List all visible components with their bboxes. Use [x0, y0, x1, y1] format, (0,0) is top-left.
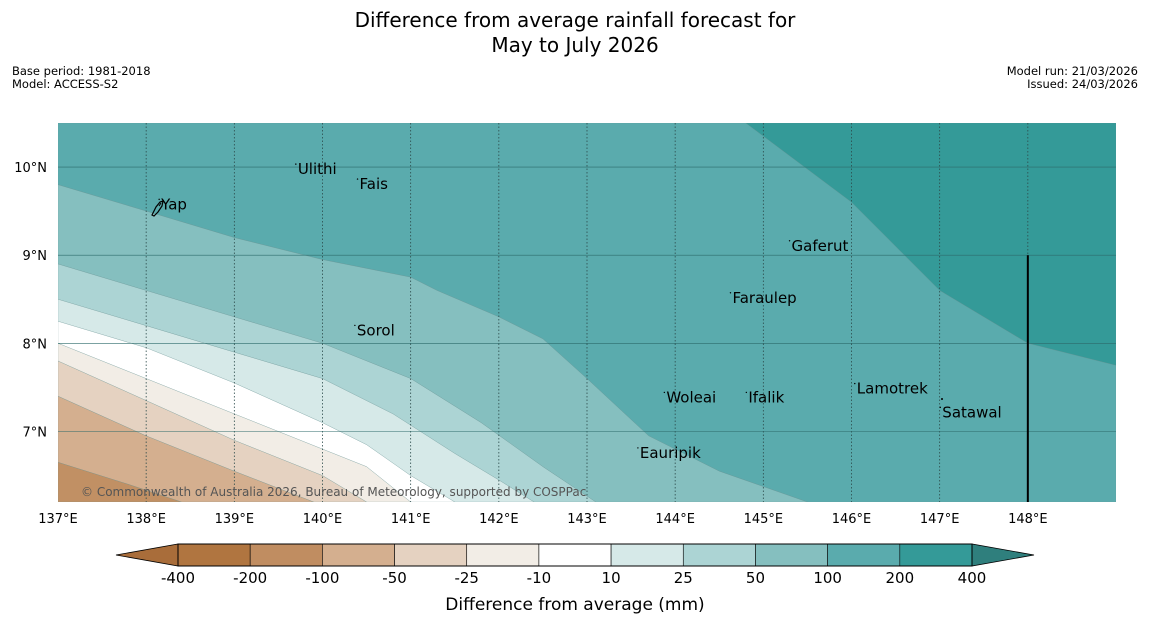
- place-label-fais: Fais: [360, 175, 389, 193]
- place-label-gaferut: Gaferut: [792, 237, 849, 255]
- place-label-lamotrek: Lamotrek: [857, 380, 928, 398]
- lon-tick-label: 143°E: [567, 512, 607, 527]
- lon-tick-label: 140°E: [303, 512, 343, 527]
- colorbar-segment: [538, 543, 612, 567]
- colorbar-segment: [394, 543, 468, 567]
- colorbar-segment: [755, 543, 828, 567]
- colorbar-segment: [322, 543, 395, 567]
- lon-tick-label: 142°E: [479, 512, 519, 527]
- place-marker: [745, 391, 748, 394]
- place-marker: [729, 292, 732, 294]
- colorbar-segment: [249, 543, 323, 567]
- copyright-credit: © Commonwealth of Australia 2026, Bureau…: [81, 485, 586, 499]
- colorbar-tick-label: 400: [958, 569, 987, 587]
- colorbar-segment: [682, 543, 756, 567]
- place-marker: [637, 447, 639, 449]
- colorbar-segment: [899, 543, 973, 567]
- colorbar-segment: [466, 543, 540, 567]
- lon-tick-label: 139°E: [215, 512, 255, 527]
- lon-tick-label: 147°E: [920, 512, 960, 527]
- place-label-eauripik: Eauripik: [640, 444, 701, 462]
- colorbar-segment: [827, 543, 901, 567]
- lat-tick-label: 7°N: [23, 425, 48, 440]
- lon-tick-label: 141°E: [391, 512, 431, 527]
- colorbar-tick-label: -50: [382, 569, 407, 587]
- colorbar-tick-label: 200: [885, 569, 914, 587]
- place-marker: [158, 198, 160, 201]
- place-label-ulithi: Ulithi: [298, 160, 337, 178]
- place-label-woleai: Woleai: [666, 388, 716, 406]
- latitude-labels: 10°N 9°N 8°N 7°N: [14, 161, 47, 440]
- colorbar-max-extension: [971, 543, 1035, 567]
- colorbar-frame: [177, 543, 973, 567]
- place-label-yap: Yap: [160, 195, 187, 213]
- place-label-sorol: Sorol: [357, 321, 395, 339]
- place-label-faraulep: Faraulep: [732, 289, 796, 307]
- colorbar-tick-label: -100: [305, 569, 339, 587]
- place-marker: [356, 178, 359, 180]
- colorbar: -400 -200 -100 -50 -25 -10 10 25 50 100 200 400: [115, 543, 1035, 587]
- place-marker: [854, 382, 856, 385]
- model-run: Model run: 21/03/2026: [1006, 64, 1138, 78]
- place-marker: [663, 391, 666, 394]
- colorbar-tick-label: -25: [454, 569, 479, 587]
- colorbar-tick-label: 10: [602, 569, 621, 587]
- place-label-ifalik: Ifalik: [748, 388, 784, 406]
- colorbar-min-extension: [115, 543, 179, 567]
- title-line-2: May to July 2026: [491, 33, 659, 57]
- lon-tick-label: 146°E: [832, 512, 872, 527]
- colorbar-tick-label: -10: [527, 569, 552, 587]
- place-marker: [295, 163, 297, 165]
- lat-tick-label: 9°N: [23, 249, 48, 264]
- lat-tick-label: 8°N: [23, 337, 48, 352]
- meta-right: Model run: 21/03/2026 Issued: 24/03/2026: [1007, 65, 1138, 91]
- place-label-satawal: Satawal: [942, 403, 1001, 421]
- model-name: Model: ACCESS-S2: [12, 77, 119, 91]
- colorbar-tick-label: 25: [674, 569, 693, 587]
- lat-tick-label: 10°N: [14, 161, 47, 176]
- colorbar-segment: [177, 543, 251, 567]
- base-period: Base period: 1981-2018: [12, 64, 151, 78]
- title-line-1: Difference from average rainfall forecas…: [354, 8, 796, 32]
- place-marker: [788, 240, 791, 242]
- lon-tick-label: 137°E: [38, 512, 78, 527]
- issued-date: Issued: 24/03/2026: [1027, 77, 1138, 91]
- colorbar-tick-label: 50: [746, 569, 765, 587]
- lon-tick-label: 145°E: [744, 512, 784, 527]
- longitude-labels: 137°E 138°E 139°E 140°E 141°E 142°E 143°E 144°E…: [38, 512, 1047, 527]
- graticule: [58, 123, 1116, 502]
- colorbar-tick-label: 100: [813, 569, 842, 587]
- place-marker: [354, 324, 356, 327]
- lon-tick-label: 144°E: [655, 512, 695, 527]
- contour-band-minus200: [58, 462, 182, 502]
- place-labels: Yap Ulithi Fais Gaferut Faraulep Sorol Woleai I…: [158, 160, 1002, 462]
- lon-tick-label: 138°E: [126, 512, 166, 527]
- colorbar-tick-label: -400: [161, 569, 195, 587]
- lon-tick-label: 148°E: [1008, 512, 1048, 527]
- yap-island-outline: [151, 200, 164, 217]
- islet-marker: [941, 398, 943, 400]
- colorbar-title: Difference from average (mm): [445, 595, 704, 615]
- colorbar-tick-label: -200: [233, 569, 267, 587]
- place-marker: [939, 406, 942, 409]
- colorbar-segment: [610, 543, 684, 567]
- meta-left: Base period: 1981-2018 Model: ACCESS-S2: [12, 65, 151, 91]
- chart-title: Difference from average rainfall forecas…: [0, 8, 1150, 58]
